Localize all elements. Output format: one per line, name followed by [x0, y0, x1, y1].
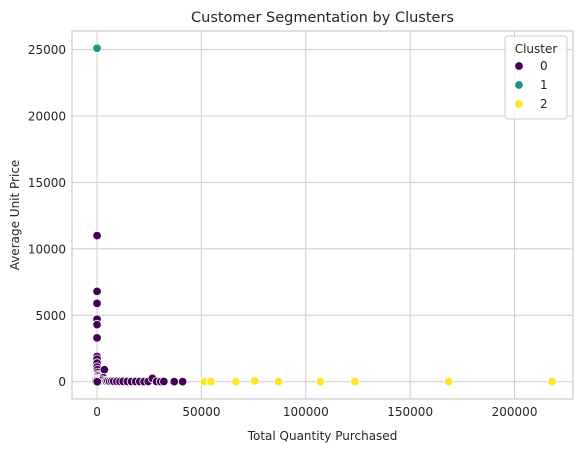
- x-tick-label: 150000: [387, 405, 433, 419]
- y-tick-label: 0: [58, 375, 66, 389]
- legend-title: Cluster: [515, 42, 558, 56]
- y-tick-label: 5000: [35, 309, 66, 323]
- cluster-2-point: [273, 376, 284, 387]
- x-tick-label: 0: [93, 405, 101, 419]
- cluster-2-point: [547, 376, 557, 387]
- cluster-0-point: [92, 377, 102, 387]
- cluster-0-point: [159, 376, 169, 387]
- cluster-2-point: [444, 376, 454, 387]
- cluster-2-point: [315, 376, 326, 387]
- cluster-0-point: [92, 230, 102, 241]
- x-tick-label: 200000: [492, 405, 538, 419]
- y-tick-label: 20000: [28, 110, 66, 124]
- legend-box: [504, 35, 568, 120]
- grid: [72, 31, 573, 399]
- cluster-2-point: [231, 376, 241, 387]
- y-tick-label: 15000: [28, 176, 66, 190]
- plot-area-frame: [71, 30, 574, 400]
- data-points: [91, 43, 557, 387]
- cluster-0-point: [92, 319, 102, 330]
- cluster-0-point: [169, 376, 179, 387]
- legend: Cluster 0 1 2: [504, 35, 568, 120]
- chart-title: Customer Segmentation by Clusters: [191, 10, 454, 26]
- x-tick-label: 100000: [283, 405, 329, 419]
- legend-marker-cluster-0: [514, 61, 524, 71]
- cluster-2-point: [249, 376, 260, 386]
- cluster-0-point: [92, 333, 102, 343]
- cluster-2-point: [206, 376, 216, 387]
- cluster-1-point: [92, 43, 102, 53]
- cluster-0-point: [92, 286, 102, 297]
- cluster-2-point: [350, 376, 360, 387]
- cluster-0-point: [177, 376, 188, 387]
- legend-label-cluster-1: 1: [540, 78, 548, 92]
- y-tick-label: 25000: [28, 43, 66, 57]
- x-axis-label: Total Quantity Purchased: [247, 429, 398, 443]
- legend-label-cluster-2: 2: [540, 97, 548, 111]
- y-tick-label: 10000: [28, 242, 66, 256]
- cluster-0-point: [92, 298, 102, 309]
- y-axis-label: Average Unit Price: [8, 160, 22, 271]
- x-tick-label: 50000: [182, 405, 220, 419]
- legend-items: 0 1 2: [514, 59, 548, 111]
- tick-labels: 0 50000 100000 150000 200000 0 5000 10000 15000 2…: [28, 43, 538, 419]
- legend-marker-cluster-2: [514, 99, 524, 109]
- cluster-0-point: [99, 365, 110, 375]
- legend-label-cluster-0: 0: [540, 59, 548, 73]
- legend-marker-cluster-1: [514, 80, 524, 90]
